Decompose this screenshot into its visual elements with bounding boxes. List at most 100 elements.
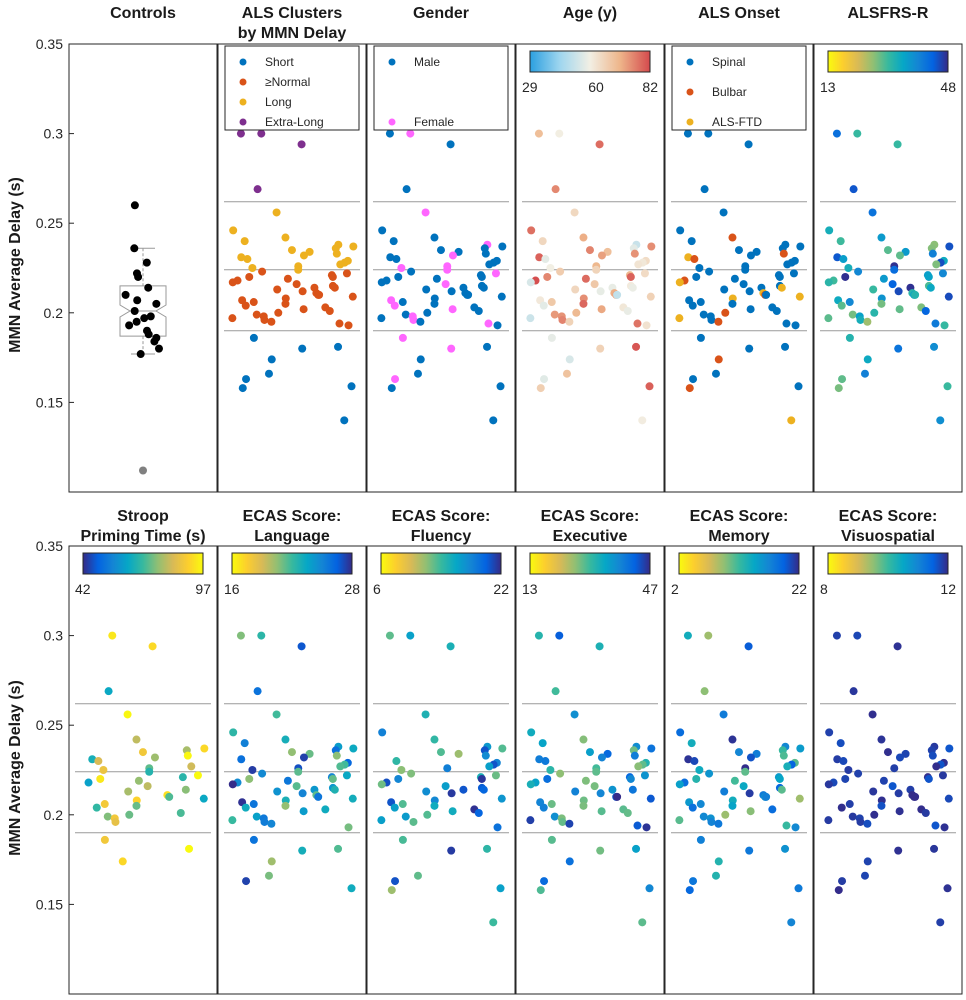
panel-8-point-47 [299, 807, 308, 816]
panel-12-point-24 [938, 771, 947, 780]
panel-3-point-14 [448, 251, 457, 260]
panel-5-point-26 [692, 272, 701, 281]
panel-7-point-2 [148, 642, 157, 651]
panel-6-point-40 [944, 292, 953, 301]
panel-2-point-45 [241, 301, 250, 310]
panel-11-point-46 [768, 805, 777, 814]
panel-4-point-48 [623, 307, 632, 316]
panel-9-point-33 [479, 785, 488, 794]
panel-3-legend-label-0: Male [414, 55, 440, 69]
panel-12-point-65 [936, 918, 945, 927]
panel-3-point-52 [377, 314, 386, 323]
panel-5-point-24 [789, 269, 798, 278]
panel-2-point-7 [240, 237, 249, 246]
panel-3-point-40 [497, 292, 506, 301]
panel-11-point-50 [699, 812, 708, 821]
panel-10-point-4 [570, 710, 579, 719]
panel-10-point-31 [590, 782, 599, 791]
panel-4-point-60 [565, 355, 574, 364]
panel-10-point-2 [595, 642, 604, 651]
panel-12-point-64 [834, 886, 843, 895]
panel-6-colorbar-tick-0: 13 [820, 79, 836, 95]
panel-7-point-26 [96, 774, 105, 783]
panel-11-point-27 [775, 774, 784, 783]
panel-11-point-2 [744, 642, 753, 651]
panel-3-point-19 [485, 260, 494, 269]
panel-2-point-4 [272, 208, 281, 217]
panel-9-point-35 [422, 787, 431, 796]
panel-6-colorbar [827, 50, 949, 73]
panel-6-point-47 [895, 305, 904, 314]
panel-6-point-53 [856, 315, 865, 324]
panel-6-point-4 [868, 208, 877, 217]
panel-5-point-60 [714, 355, 723, 364]
controls-point-19 [136, 350, 145, 359]
panel-2-legend [224, 45, 360, 131]
panel-9-point-31 [441, 782, 450, 791]
panel-6-point-49 [870, 308, 879, 317]
panel-11-point-55 [782, 821, 791, 830]
panel-3-point-13 [481, 249, 490, 258]
panel-5-point-19 [783, 260, 792, 269]
panel-5-point-61 [711, 369, 720, 378]
panel-12-point-39 [911, 792, 920, 801]
panel-3-point-54 [416, 317, 425, 326]
panel-11-point-31 [739, 782, 748, 791]
panel-3-point-58 [483, 342, 492, 351]
panel-4-point-19 [634, 260, 643, 269]
panel-7-point-4 [123, 710, 132, 719]
panel-4-point-65 [638, 416, 647, 425]
controls-point-20 [139, 466, 147, 475]
panel-7-point-35 [124, 787, 133, 796]
panel-2-point-44 [281, 299, 290, 308]
panel-10: ECAS Score: Executive 13 47 [515, 508, 665, 995]
panel-11-point-35 [720, 787, 729, 796]
panel-1-title-line-1: Controls [110, 5, 176, 22]
panel-9-point-34 [459, 785, 468, 794]
panel-5-legend-marker-0 [686, 58, 694, 66]
panel-2-point-0 [257, 129, 266, 138]
panel-3-point-26 [394, 272, 403, 281]
panel-2-point-53 [260, 315, 269, 324]
panel-8-point-30 [228, 780, 237, 789]
panel-3-point-0 [406, 129, 415, 138]
panel-9-point-58 [483, 844, 492, 853]
panel-5: ALS Onset Spinal Bulbar ALS-FTD [664, 5, 814, 493]
panel-5-point-40 [795, 292, 804, 301]
panel-12-point-53 [856, 817, 865, 826]
panel-6-point-14 [895, 251, 904, 260]
controls-point-10 [146, 312, 155, 321]
panel-12-point-47 [895, 807, 904, 816]
panel-6-point-58 [930, 342, 939, 351]
panel-8-point-59 [298, 846, 307, 855]
panel-11-point-3 [700, 687, 709, 696]
panel-7-point-44 [132, 801, 141, 810]
panel-11-point-43 [696, 800, 705, 809]
panel-4-point-31 [590, 280, 599, 289]
panel-10-point-60 [565, 857, 574, 866]
panel-8-point-63 [347, 884, 356, 893]
panel-8-point-3 [253, 687, 262, 696]
panel-8-point-27 [328, 774, 337, 783]
panel-4-point-56 [642, 321, 651, 330]
panel-3-point-60 [416, 355, 425, 364]
panel-11-point-62 [689, 877, 698, 886]
panel-9-title-line-2: Fluency [411, 528, 472, 545]
panel-10-point-6 [579, 735, 588, 744]
panel-1-ytick-label-0: 0.15 [36, 394, 63, 410]
panel-2-point-26 [245, 272, 254, 281]
panel-3-point-64 [387, 384, 396, 393]
panel-2-legend-marker-0 [239, 58, 247, 66]
controls-point-15 [144, 330, 153, 339]
panel-6-point-1 [832, 129, 841, 138]
panel-11-point-1 [683, 631, 692, 640]
panel-6-point-28 [879, 274, 888, 283]
panel-5-point-5 [676, 226, 685, 235]
panel-4-point-55 [633, 319, 642, 328]
panel-4-point-9 [647, 242, 656, 251]
y-axis-label-bottom: MMN Average Delay (s) [7, 680, 24, 856]
panel-5-point-49 [721, 308, 730, 317]
panel-2-legend-marker-3 [239, 118, 247, 126]
panel-3-legend-marker-1 [388, 118, 396, 126]
